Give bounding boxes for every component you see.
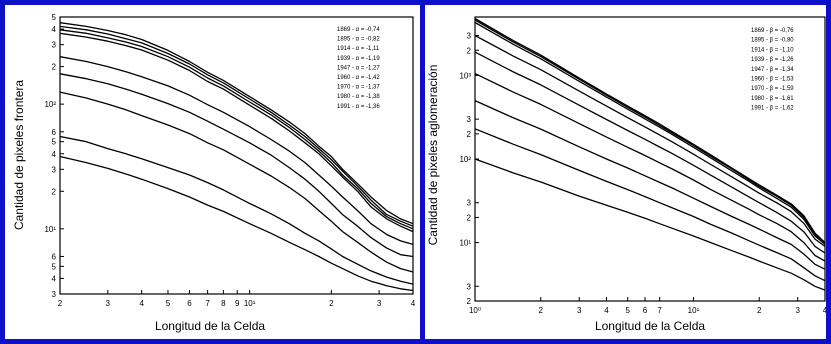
legend-entry: 1960 - β = -1,53	[751, 77, 794, 83]
series-line-8	[59, 135, 414, 285]
legend-entry: 1939 - α = -1,19	[337, 56, 380, 62]
x-axis-title: Longitud de la Celda	[155, 319, 265, 333]
legend-entry: 1914 - β = -1,10	[751, 47, 794, 53]
x-tick-label: 9	[235, 299, 240, 308]
x-tick-label: 7	[657, 306, 662, 315]
series-line-4	[474, 34, 826, 247]
y-axis-title: Cantidad de pixeles frontera	[12, 80, 26, 230]
x-tick-label: 4	[139, 299, 144, 308]
x-tick-label: 4	[411, 299, 416, 308]
legend-entry: 1980 - α = -1,38	[337, 94, 380, 100]
series-line-3	[474, 21, 826, 245]
x-tick-label: 10¹	[244, 299, 256, 308]
chart-agglomeration-pixels: 10⁰ 2 3 4 5 6 7 10¹ 2 3 43210³3210²3210¹32Longitud…	[426, 16, 826, 333]
x-tick-label: 10⁰	[469, 306, 481, 315]
legend-entry: 1947 - β = -1,34	[751, 67, 794, 73]
y-tick-label: 2	[467, 213, 472, 222]
legend-entry: 1991 - β = -1,62	[751, 106, 794, 112]
y-tick-label: 3	[52, 290, 57, 299]
legend-entry: 1991 - α = -1,36	[337, 104, 380, 110]
legend-entry: 1980 - β = -1,61	[751, 96, 794, 102]
y-tick-label: 2	[467, 46, 472, 55]
series-line-5	[59, 56, 414, 246]
series-line-6	[474, 73, 826, 262]
y-tick-label: 10³	[459, 71, 471, 80]
y-tick-label: 3	[467, 32, 472, 41]
x-tick-label: 3	[377, 299, 382, 308]
x-tick-label: 2	[329, 299, 334, 308]
x-tick-label: 5	[625, 306, 630, 315]
x-tick-label: 6	[187, 299, 192, 308]
series-line-4	[59, 32, 414, 233]
x-tick-label: 3	[577, 306, 582, 315]
chart-panel-boundary-pixels: 2 3 4 5 6 7 8 9 10¹ 2 3 4 5 4 3 2 10² 6 5 4 3 2 10¹ 6 5 4 3 Longitu…	[5, 5, 420, 339]
x-tick-label: 7	[205, 299, 210, 308]
legend-entry: 1970 - α = -1,37	[337, 85, 380, 91]
series-line-8	[474, 128, 826, 282]
y-tick-label: 2	[52, 63, 57, 72]
y-tick-label: 4	[52, 274, 57, 283]
y-tick-label: 4	[52, 150, 57, 159]
chart-panel-agglomeration-pixels: 10⁰ 2 3 4 5 6 7 10¹ 2 3 4 3 2 10³ 3 2 10² 3 2 10¹ 3 2 Longitud…	[425, 5, 826, 339]
legend-entry: 1960 - α = -1,42	[337, 75, 380, 81]
y-tick-label: 10²	[44, 100, 56, 109]
legend-entry: 1914 - α = -1,11	[337, 46, 380, 52]
series-line-2	[59, 25, 414, 227]
y-tick-label: 10¹	[44, 225, 56, 234]
x-tick-label: 4	[823, 306, 826, 315]
y-tick-label: 5	[52, 138, 57, 147]
y-tick-label: 3	[467, 115, 472, 124]
x-tick-label: 4	[604, 306, 609, 315]
y-tick-label: 2	[467, 297, 472, 306]
series-line-5	[474, 51, 826, 254]
y-axis-title: Cantidad de pixeles aglomeración	[426, 65, 440, 246]
y-tick-label: 3	[52, 41, 57, 50]
x-tick-label: 2	[757, 306, 762, 315]
chart-boundary-pixels: 2 3 4 5 6 7 8 9 10¹ 2 3 4543210²6543210¹6543Longitu…	[12, 13, 416, 333]
series-line-6	[59, 73, 414, 258]
x-tick-label: 8	[221, 299, 226, 308]
y-tick-label: 5	[52, 262, 57, 271]
legend-entry: 1970 - β = -1,59	[751, 86, 794, 92]
legend-entry: 1939 - β = -1,26	[751, 57, 794, 63]
legend-entry: 1869 - α = -0,74	[337, 27, 380, 33]
y-tick-label: 3	[467, 282, 472, 291]
y-tick-label: 4	[52, 25, 57, 34]
series-line-7	[59, 91, 414, 273]
series-line-9	[474, 158, 826, 291]
x-tick-label: 3	[106, 299, 111, 308]
x-tick-label: 2	[539, 306, 544, 315]
legend-entry: 1869 - β = -0,76	[751, 28, 794, 34]
y-tick-label: 5	[52, 13, 57, 22]
x-axis-title: Longitud de la Celda	[595, 319, 705, 333]
x-tick-label: 2	[58, 299, 63, 308]
series-line-7	[474, 100, 826, 270]
x-tick-label: 6	[643, 306, 648, 315]
legend-entry: 1895 - β = -0,80	[751, 38, 794, 44]
plot-frame	[59, 16, 414, 295]
series-line-1	[474, 17, 826, 244]
legend-entry: 1895 - α = -0,82	[337, 37, 380, 43]
legend-entry: 1947 - α = -1,27	[337, 65, 380, 71]
x-tick-label: 5	[166, 299, 171, 308]
series-line-9	[59, 155, 414, 292]
y-tick-label: 2	[467, 130, 472, 139]
x-tick-label: 3	[795, 306, 800, 315]
series-line-3	[59, 29, 414, 230]
y-tick-label: 10¹	[459, 239, 471, 248]
y-tick-label: 6	[52, 252, 57, 261]
y-tick-label: 10²	[459, 155, 471, 164]
y-tick-label: 6	[52, 128, 57, 137]
y-tick-label: 3	[52, 165, 57, 174]
x-tick-label: 10¹	[688, 306, 700, 315]
y-tick-label: 3	[467, 199, 472, 208]
y-tick-label: 2	[52, 187, 57, 196]
series-line-2	[474, 19, 826, 244]
series-line-1	[59, 22, 414, 225]
